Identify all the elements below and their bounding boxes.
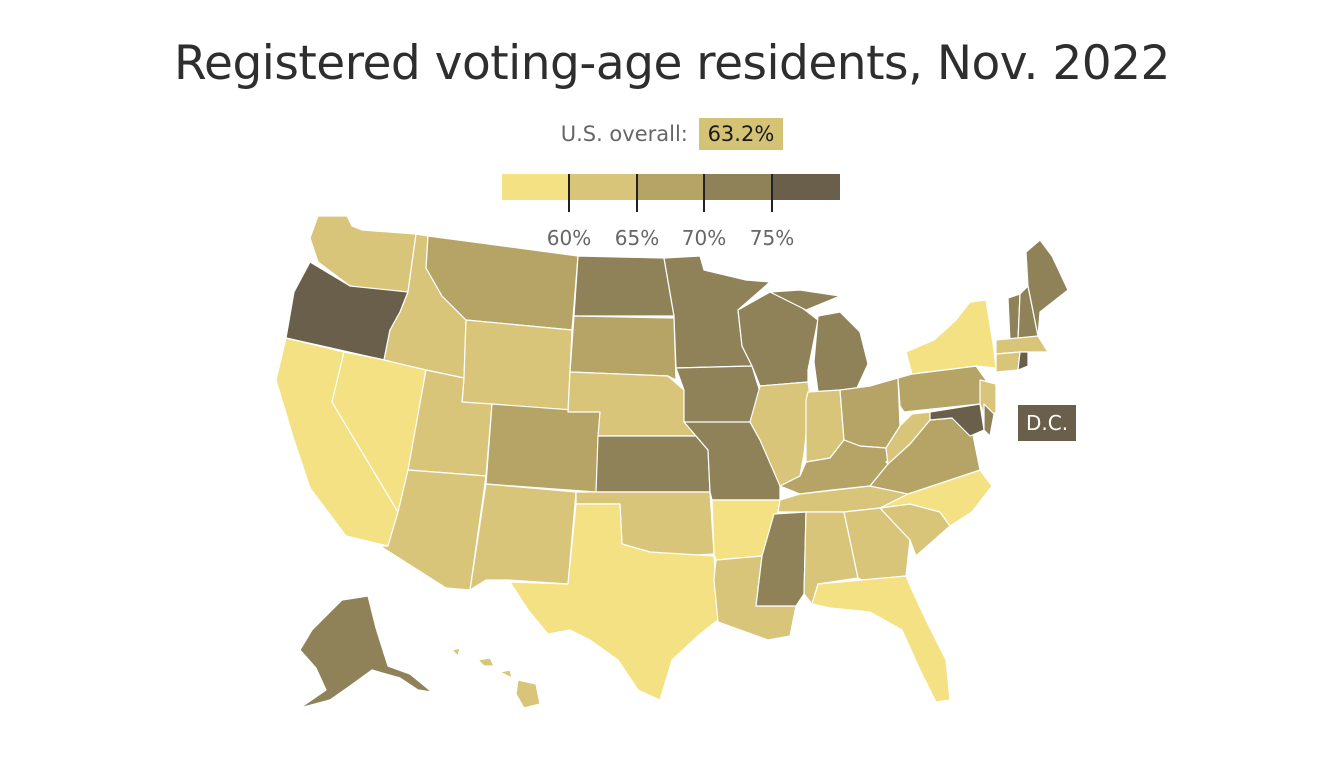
legend-bin-3	[637, 174, 705, 200]
legend-label-75: 75%	[749, 226, 795, 250]
state-iowa[interactable]	[675, 365, 761, 427]
legend-tick-75	[771, 174, 773, 212]
state-maryland[interactable]	[929, 403, 985, 437]
state-new-york[interactable]	[905, 299, 997, 375]
legend-tick-60	[568, 174, 570, 212]
legend-bin-1	[502, 174, 570, 200]
us-overall: U.S. overall: 63.2%	[0, 118, 1344, 150]
us-overall-value: 63.2%	[698, 118, 784, 150]
legend-label-70: 70%	[681, 226, 727, 250]
legend-label-60: 60%	[546, 226, 592, 250]
state-ohio[interactable]	[839, 377, 901, 449]
state-alaska[interactable]	[299, 595, 433, 709]
legend-bar: 60% 65% 70% 75%	[502, 174, 840, 250]
state-south-dakota[interactable]	[569, 315, 677, 381]
state-florida[interactable]	[811, 575, 951, 703]
state-kansas[interactable]	[595, 435, 711, 493]
state-michigan[interactable]	[769, 289, 869, 393]
map-title: Registered voting-age residents, Nov. 20…	[174, 36, 1170, 91]
state-colorado[interactable]	[485, 403, 601, 493]
state-new-mexico[interactable]	[469, 483, 577, 591]
legend-bin-5	[772, 174, 840, 200]
state-north-dakota[interactable]	[573, 255, 675, 317]
legend-bin-4	[705, 174, 772, 200]
state-arizona[interactable]	[379, 469, 487, 591]
color-legend: 60% 65% 70% 75%	[502, 174, 840, 250]
state-wyoming[interactable]	[461, 319, 573, 413]
state-rhode-island[interactable]	[1017, 351, 1029, 371]
us-overall-label: U.S. overall:	[560, 122, 688, 146]
state-connecticut[interactable]	[995, 351, 1021, 373]
state-hawaii[interactable]	[451, 647, 541, 709]
state-delaware[interactable]	[983, 403, 995, 437]
state-massachusetts[interactable]	[995, 335, 1049, 355]
legend-tick-65	[636, 174, 638, 212]
legend-bin-2	[570, 174, 637, 200]
state-north-carolina[interactable]	[879, 469, 993, 527]
legend-tick-70	[703, 174, 705, 212]
state-texas[interactable]	[509, 503, 719, 701]
dc-label: D.C.	[1018, 405, 1077, 441]
state-maine[interactable]	[1025, 239, 1069, 337]
legend-label-65: 65%	[614, 226, 660, 250]
